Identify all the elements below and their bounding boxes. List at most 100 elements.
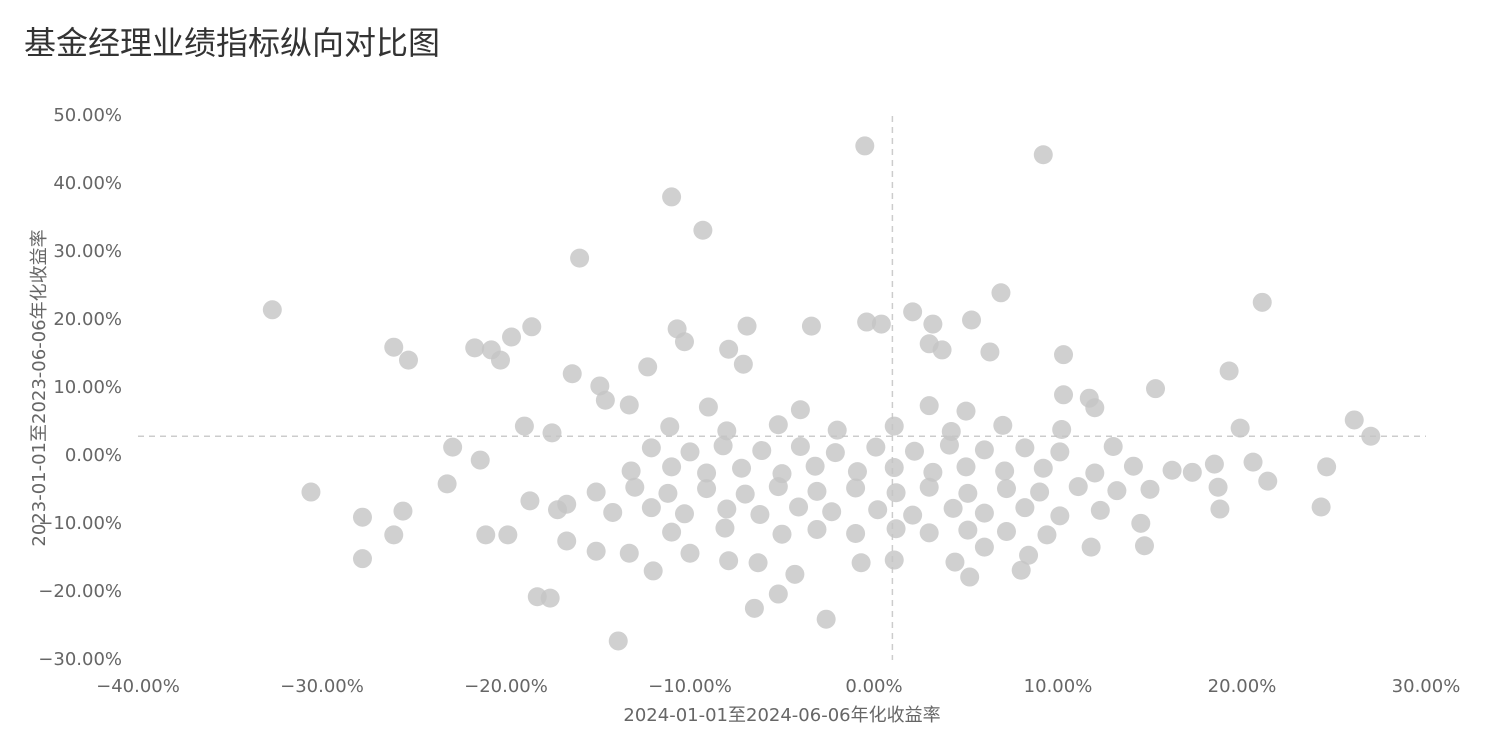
y-tick-label: 50.00% <box>53 105 122 126</box>
scatter-point <box>790 436 810 456</box>
scatter-point <box>1361 426 1381 446</box>
scatter-point <box>871 314 891 334</box>
scatter-point <box>619 543 639 563</box>
scatter-point <box>993 415 1013 435</box>
scatter-point <box>1131 513 1151 533</box>
scatter-point <box>1252 292 1272 312</box>
y-tick-label: −30.00% <box>38 649 122 670</box>
scatter-point <box>540 588 560 608</box>
scatter-point <box>1081 537 1101 557</box>
scatter-point <box>1146 379 1166 399</box>
scatter-point <box>697 463 717 483</box>
scatter-point <box>1015 498 1035 518</box>
scatter-point <box>619 395 639 415</box>
x-tick-label: −30.00% <box>280 676 364 697</box>
scatter-point <box>789 497 809 517</box>
scatter-point <box>945 552 965 572</box>
scatter-point <box>1033 458 1053 478</box>
x-axis-title: 2024-01-01至2024-06-06年化收益率 <box>623 705 940 726</box>
scatter-point <box>752 441 772 461</box>
scatter-point <box>548 500 568 520</box>
scatter-point <box>437 474 457 494</box>
scatter-point <box>570 248 590 268</box>
scatter-point <box>660 417 680 437</box>
scatter-point <box>958 483 978 503</box>
scatter-point <box>904 441 924 461</box>
scatter-point <box>884 550 904 570</box>
scatter-point <box>586 541 606 561</box>
scatter-point <box>1107 481 1127 501</box>
scatter-point <box>658 483 678 503</box>
chart-title: 基金经理业绩指标纵向对比图 <box>24 24 440 62</box>
x-tick-label: 30.00% <box>1392 676 1461 697</box>
scatter-point <box>772 464 792 484</box>
scatter-point <box>674 332 694 352</box>
scatter-point <box>923 462 943 482</box>
scatter-point <box>995 461 1015 481</box>
y-axis-title: 2023-01-01至2023-06-06年化收益率 <box>29 229 50 546</box>
x-tick-label: 10.00% <box>1024 676 1093 697</box>
scatter-point <box>956 457 976 477</box>
scatter-point <box>958 520 978 540</box>
scatter-point <box>962 310 982 330</box>
scatter-point <box>1085 463 1105 483</box>
scatter-point <box>384 525 404 545</box>
scatter-point <box>941 422 961 442</box>
scatter-point <box>923 314 943 334</box>
scatter-point <box>974 503 994 523</box>
y-tick-label: −20.00% <box>38 581 122 602</box>
scatter-point <box>805 456 825 476</box>
scatter-point <box>1050 442 1070 462</box>
scatter-point <box>919 396 939 416</box>
scatter-point <box>903 302 923 322</box>
scatter-point <box>697 479 717 499</box>
scatter-point <box>662 457 682 477</box>
scatter-point <box>352 507 372 527</box>
scatter-point <box>1258 471 1278 491</box>
scatter-point <box>748 553 768 573</box>
scatter-point <box>680 543 700 563</box>
x-tick-label: −40.00% <box>96 676 180 697</box>
scatter-point <box>641 438 661 458</box>
scatter-point <box>1311 497 1331 517</box>
scatter-point <box>768 415 788 435</box>
scatter-point <box>846 478 866 498</box>
scatter-point <box>662 522 682 542</box>
scatter-point <box>735 484 755 504</box>
scatter-point <box>1011 560 1031 580</box>
scatter-point <box>1019 545 1039 565</box>
scatter-point <box>1085 398 1105 418</box>
scatter-point <box>919 334 939 354</box>
scatter-point <box>1015 438 1035 458</box>
scatter-point <box>621 461 641 481</box>
scatter-point <box>595 390 615 410</box>
scatter-point <box>807 519 827 539</box>
scatter-point <box>855 136 875 156</box>
scatter-point <box>857 312 877 332</box>
scatter-point <box>522 317 542 337</box>
scatter-point <box>352 549 372 569</box>
y-tick-label: 0.00% <box>65 445 122 466</box>
scatter-point <box>662 187 682 207</box>
scatter-point <box>996 479 1016 499</box>
scatter-point <box>943 498 963 518</box>
scatter-point <box>1208 477 1228 497</box>
scatter-point <box>732 458 752 478</box>
scatter-point <box>557 531 577 551</box>
scatter-point <box>991 283 1011 303</box>
scatter-point <box>884 416 904 436</box>
scatter-point <box>919 477 939 497</box>
scatter-point <box>542 423 562 443</box>
scatter-point <box>384 337 404 357</box>
y-tick-label: −10.00% <box>38 513 122 534</box>
scatter-point <box>956 401 976 421</box>
scatter-point <box>960 567 980 587</box>
scatter-point <box>1344 410 1364 430</box>
scatter-point <box>470 450 490 470</box>
scatter-point <box>1243 452 1263 472</box>
scatter-point <box>1140 479 1160 499</box>
scatter-point <box>641 498 661 518</box>
scatter-point <box>816 609 836 629</box>
scatter-point <box>608 631 628 651</box>
scatter-point <box>827 420 847 440</box>
